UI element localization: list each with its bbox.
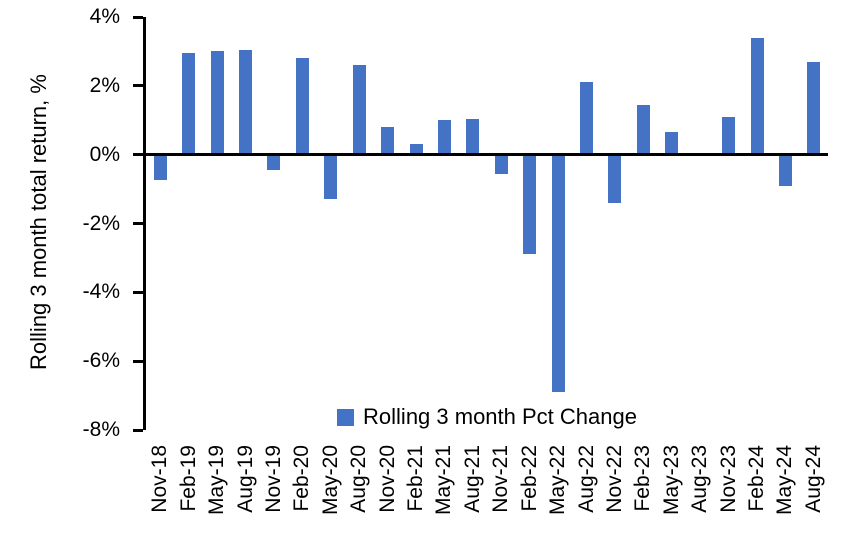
x-tick-label: Nov-19 [261, 445, 285, 513]
legend-swatch-icon [337, 408, 355, 426]
x-tick-label: Nov-21 [489, 445, 513, 513]
bar-May-21 [437, 120, 451, 155]
x-tick-label: May-22 [546, 445, 569, 516]
bar-Nov-20 [381, 127, 394, 155]
bar-May-22 [551, 154, 565, 393]
x-tick-label: Feb-24 [745, 445, 768, 512]
x-tick-label: May-23 [659, 445, 683, 516]
x-tick-label: Nov-23 [716, 445, 740, 513]
bar-Aug-20 [352, 65, 366, 155]
bar-Feb-19 [182, 53, 196, 155]
y-tick-label: -4% [82, 280, 120, 304]
y-tick-label: -6% [82, 349, 120, 373]
y-axis-line [143, 17, 146, 430]
x-tick-label: Aug-21 [460, 445, 484, 513]
bar-Aug-19 [239, 49, 252, 155]
y-tick-label: 0% [89, 142, 120, 166]
x-tick-label: Aug-19 [233, 445, 257, 513]
x-tick-label: May-24 [773, 445, 797, 516]
bar-Feb-20 [295, 58, 309, 155]
y-tick-label: -2% [82, 211, 120, 235]
y-tick-mark [133, 359, 143, 363]
bar-Aug-21 [466, 118, 480, 155]
bar-Nov-18 [153, 154, 167, 181]
y-tick-label: -8% [82, 418, 120, 441]
bar-May-19 [210, 51, 224, 155]
x-tick-label: Nov-22 [602, 445, 626, 513]
bar-May-24 [778, 154, 792, 186]
y-tick-mark [133, 290, 143, 294]
y-tick-label: 2% [89, 73, 120, 97]
x-tick-label: Feb-19 [176, 445, 200, 512]
bar-May-20 [324, 154, 338, 200]
y-tick-mark [133, 15, 143, 19]
y-tick-mark [133, 428, 143, 432]
x-tick-label: Aug-23 [688, 445, 712, 513]
legend-series-label: Rolling 3 month Pct Change [363, 404, 637, 429]
y-tick-label: 4% [89, 5, 120, 28]
x-tick-label: Nov-18 [148, 445, 172, 513]
x-tick-label: Aug-24 [801, 445, 825, 513]
bar-Nov-19 [267, 154, 281, 171]
x-axis-line [143, 153, 828, 157]
bar-Aug-22 [580, 82, 593, 155]
x-tick-label: Aug-22 [574, 445, 598, 513]
x-tick-label: May-21 [432, 445, 456, 516]
x-tick-label: Feb-23 [631, 445, 655, 512]
bar-Feb-21 [409, 144, 423, 155]
bar-May-23 [665, 132, 679, 155]
x-tick-label: Aug-20 [347, 445, 371, 513]
bar-Aug-24 [807, 61, 821, 155]
bar-Nov-23 [722, 116, 735, 155]
x-tick-label: Feb-22 [517, 445, 541, 512]
y-tick-mark [133, 84, 143, 88]
x-tick-label: Nov-20 [375, 445, 399, 513]
y-tick-mark [133, 222, 143, 225]
y-tick-mark [133, 153, 143, 157]
x-tick-label: Feb-21 [404, 445, 427, 512]
x-tick-label: May-20 [318, 445, 342, 516]
bar-Feb-23 [636, 104, 650, 155]
bar-Nov-22 [608, 154, 622, 203]
x-tick-label: Feb-20 [290, 445, 314, 512]
bar-Nov-21 [494, 154, 508, 174]
bar-Feb-22 [523, 154, 537, 255]
legend: Rolling 3 month Pct Change [146, 404, 828, 430]
x-tick-label: May-19 [205, 445, 228, 516]
bar-Feb-24 [750, 37, 764, 155]
